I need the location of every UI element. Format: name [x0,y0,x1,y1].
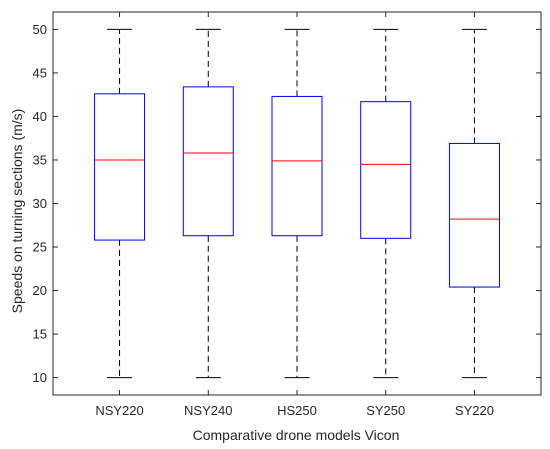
x-tick-label: SY250 [366,403,405,418]
y-tick-label: 15 [33,327,47,342]
iqr-box [182,86,234,237]
y-tick-label: 25 [33,240,47,255]
y-tick-label: 20 [33,283,47,298]
iqr-box [271,95,323,237]
y-axis-title: Speeds on turning sections (m/s) [9,109,25,314]
y-tick-label: 30 [33,196,47,211]
iqr-box [360,101,412,239]
y-tick-label: 50 [33,22,47,37]
y-tick-label: 40 [33,109,47,124]
box-group-nsy240: NSY240 [182,12,234,418]
x-tick-label: HS250 [277,403,317,418]
y-tick-label: 10 [33,370,47,385]
iqr-box [448,142,500,288]
box-group-nsy220: NSY220 [94,12,146,418]
box-group-hs250: HS250 [271,12,323,418]
y-tick-label: 45 [33,65,47,80]
x-tick-label: NSY220 [95,403,143,418]
iqr-box [94,93,146,241]
x-axis-title: Comparative drone models Vicon [193,427,400,443]
box-group-sy220: SY220 [448,12,500,418]
y-tick-label: 35 [33,152,47,167]
x-tick-label: SY220 [455,403,494,418]
x-tick-label: NSY240 [184,403,232,418]
box-group-sy250: SY250 [360,12,412,418]
